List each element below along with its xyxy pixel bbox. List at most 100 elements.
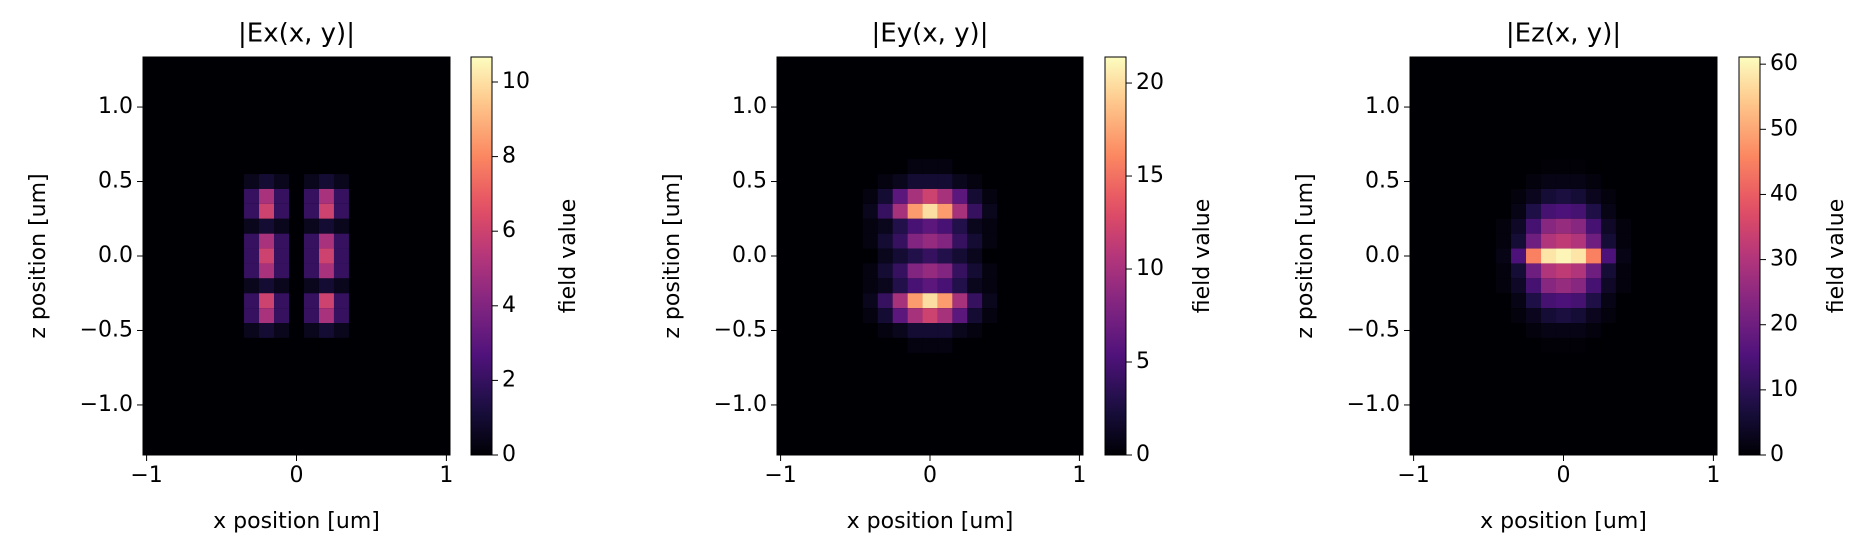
heatmap-cell bbox=[907, 293, 923, 309]
heatmap-cell bbox=[1556, 188, 1571, 204]
heatmap-cell bbox=[1541, 263, 1557, 279]
heatmap-cell bbox=[877, 293, 893, 309]
heatmap-cell bbox=[1585, 203, 1601, 219]
heatmap-cell bbox=[303, 159, 319, 175]
y-tick-label: 1.0 bbox=[732, 94, 767, 119]
heatmap-cell bbox=[1496, 337, 1512, 353]
heatmap-cell bbox=[1556, 308, 1571, 324]
colorbar-tick-label: 4 bbox=[502, 293, 516, 318]
heatmap-cell bbox=[967, 174, 983, 189]
heatmap-cell bbox=[259, 203, 275, 219]
heatmap-cell bbox=[1526, 159, 1542, 175]
heatmap-cell bbox=[333, 248, 349, 264]
heatmap-cell bbox=[1556, 159, 1571, 175]
heatmap-cell bbox=[862, 159, 878, 175]
heatmap-cell bbox=[1511, 233, 1527, 249]
heatmap-cell bbox=[1570, 218, 1586, 234]
heatmap-cell bbox=[892, 308, 908, 324]
heatmap-cell bbox=[1541, 337, 1557, 353]
heatmap-cell bbox=[1511, 159, 1527, 175]
heatmap-cell bbox=[244, 263, 260, 279]
colorbar-tick-label: 8 bbox=[502, 144, 516, 169]
heatmap-cell bbox=[333, 308, 349, 324]
heatmap-cell bbox=[1615, 323, 1631, 338]
heatmap-cell bbox=[229, 308, 245, 324]
y-tick-label: 0.0 bbox=[732, 243, 767, 268]
colorbar-label: field value bbox=[1824, 199, 1849, 314]
heatmap-cell bbox=[318, 308, 334, 324]
chart-title: |Ez(x, y)| bbox=[1506, 19, 1621, 49]
heatmap-cell bbox=[1600, 308, 1616, 324]
heatmap-cell bbox=[907, 174, 923, 189]
heatmap-cell bbox=[348, 278, 364, 294]
heatmap-cell bbox=[1496, 218, 1512, 234]
y-axis-label: z position [um] bbox=[660, 173, 685, 338]
heatmap-cell bbox=[892, 174, 908, 189]
heatmap-cell bbox=[1496, 323, 1512, 338]
heatmap-cell bbox=[274, 337, 290, 353]
heatmap-cell bbox=[333, 174, 349, 189]
heatmap-cell bbox=[982, 233, 998, 249]
heatmap-cell bbox=[862, 337, 878, 353]
heatmap-cell bbox=[907, 337, 923, 353]
heatmap-cell bbox=[922, 159, 938, 175]
heatmap-cell bbox=[937, 174, 953, 189]
colorbar bbox=[1738, 56, 1761, 456]
heatmap-cell bbox=[982, 188, 998, 204]
heatmap-cell bbox=[333, 337, 349, 353]
heatmap-cell bbox=[1496, 203, 1512, 219]
heatmap-cell bbox=[922, 174, 938, 189]
heatmap-cell bbox=[1600, 278, 1616, 294]
heatmap-cell bbox=[1541, 233, 1557, 249]
heatmap-cell bbox=[877, 323, 893, 338]
y-tick-label: −1.0 bbox=[1347, 392, 1400, 417]
y-tick-label: −0.5 bbox=[80, 317, 133, 342]
heatmap-cell bbox=[1600, 233, 1616, 249]
colorbar-tick-label: 20 bbox=[1770, 312, 1798, 337]
heatmap-cell bbox=[937, 203, 953, 219]
heatmap-cell bbox=[1526, 293, 1542, 309]
heatmap-cell bbox=[1585, 233, 1601, 249]
heatmap-cell bbox=[1496, 263, 1512, 279]
colorbar-tick-label: 6 bbox=[502, 218, 516, 243]
heatmap-cell bbox=[877, 248, 893, 264]
heatmap-cell bbox=[967, 159, 983, 175]
heatmap-cell bbox=[937, 293, 953, 309]
heatmap-cell bbox=[303, 248, 319, 264]
heatmap-cell bbox=[318, 174, 334, 189]
x-axis-label: x position [um] bbox=[213, 509, 380, 534]
heatmap-cell bbox=[1600, 159, 1616, 175]
heatmap-cell bbox=[274, 159, 290, 175]
heatmap-cell bbox=[907, 159, 923, 175]
heatmap-cell bbox=[259, 218, 275, 234]
heatmap-cell bbox=[303, 174, 319, 189]
heatmap-cell bbox=[952, 278, 968, 294]
heatmap-cell bbox=[1570, 308, 1586, 324]
heatmap-cell bbox=[289, 188, 304, 204]
colorbar bbox=[1104, 56, 1127, 456]
heatmap-cell bbox=[1511, 308, 1527, 324]
x-tick-label: 0 bbox=[923, 463, 937, 488]
heatmap-cell bbox=[259, 159, 275, 175]
heatmap-cell bbox=[877, 233, 893, 249]
x-tick-label: −1 bbox=[130, 463, 162, 488]
heatmap-cell bbox=[303, 263, 319, 279]
heatmap-cell bbox=[862, 248, 878, 264]
heatmap-cell bbox=[1585, 188, 1601, 204]
y-tick-label: 0.5 bbox=[98, 169, 133, 194]
heatmap-cell bbox=[348, 248, 364, 264]
heatmap-cell bbox=[907, 233, 923, 249]
heatmap-cell bbox=[937, 323, 953, 338]
heatmap-cell bbox=[922, 248, 938, 264]
colorbar-tick-label: 60 bbox=[1770, 51, 1798, 76]
heatmap-cell bbox=[1600, 218, 1616, 234]
heatmap-cell bbox=[333, 203, 349, 219]
heatmap-cell bbox=[1585, 263, 1601, 279]
heatmap-cell bbox=[1541, 248, 1557, 264]
heatmap-cell bbox=[348, 308, 364, 324]
heatmap-cell bbox=[244, 278, 260, 294]
heatmap-cell bbox=[1600, 337, 1616, 353]
heatmap-cell bbox=[1615, 308, 1631, 324]
heatmap-cell bbox=[877, 188, 893, 204]
heatmap-cell bbox=[259, 278, 275, 294]
